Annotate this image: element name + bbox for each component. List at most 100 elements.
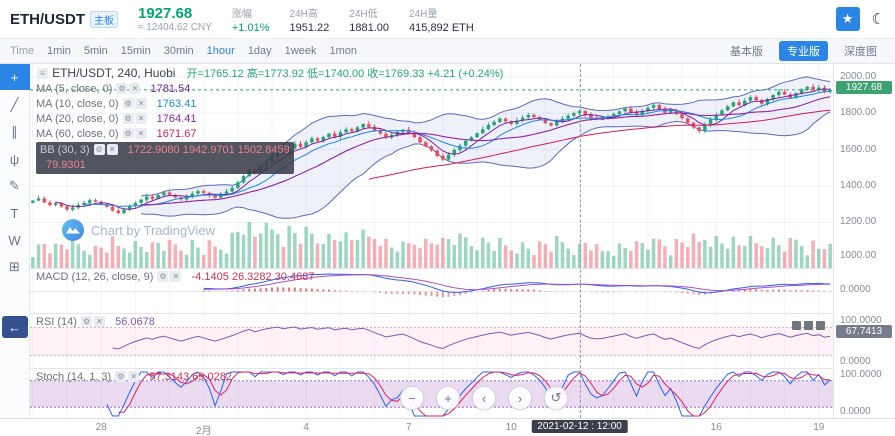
stat-24h-volume: 24H量 415,892 ETH [409,5,474,34]
tab-basic-version[interactable]: 基本版 [730,46,763,58]
indicator-label: Stoch (14, 1, 3) [36,371,112,383]
stat-24h-low: 24H低 1881.00 [349,5,389,34]
indicator-label: MACD (12, 26, close, 9) [36,271,154,283]
header-actions: ★ ☾ [835,7,885,31]
main-chart-pane: ≡ ETH/USDT, 240, Huobi 开=1765.12 高=1773.… [30,64,833,268]
ohlc-readout: 开=1765.12 高=1773.92 低=1740.00 收=1769.33 … [186,68,504,80]
time-axis-label: 7 [405,422,412,433]
stoch-pane: Stoch (14, 1, 3) ⚙ ✕ 57.3143 69.0282 [30,368,833,419]
indicator-close-icon[interactable]: ✕ [128,371,140,382]
price-axis-rsi: 100.0000 67.7413 0.0000 [834,313,895,368]
measure-tool-icon[interactable]: ⊞ [9,259,20,274]
indicator-value: -4.1405 26.3282 30.4687 [191,271,315,283]
interval-5min[interactable]: 5min [83,45,108,57]
pattern-tool-icon[interactable]: W [8,232,21,248]
tab-depth-chart[interactable]: 深度图 [844,46,877,58]
current-price-badge: 1927.68 [836,81,892,94]
interval-15min[interactable]: 15min [120,45,151,57]
macd-pane: MACD (12, 26, close, 9) ⚙ ✕ -4.1405 26.32… [30,268,833,314]
indicator-value: 57.3143 69.0282 [149,371,232,383]
channel-tool-icon[interactable]: ∥ [11,124,18,139]
zoom-out-button[interactable]: − [400,386,424,410]
stoch-chart-canvas[interactable] [30,369,833,419]
crosshair-tool-icon[interactable]: + [0,64,30,90]
interval-1mon[interactable]: 1mon [329,45,357,57]
indicator-settings-icon[interactable]: ⚙ [157,271,169,282]
indicator-settings-icon[interactable]: ⚙ [122,98,134,109]
tradingview-logo-icon [62,219,84,241]
price-axis-main: 2000.00 1800.00 1600.00 1400.00 1200.00 … [834,64,895,268]
indicator-settings-icon[interactable]: ⚙ [122,128,134,139]
macd-chart-canvas[interactable] [30,269,833,314]
legend-row-partial: 79.9301 [40,158,290,173]
price-tick: 1600.00 [840,144,877,155]
indicator-settings-icon[interactable]: ⚙ [116,83,128,94]
indicator-settings-icon[interactable]: ⚙ [115,371,127,382]
indicator-close-icon[interactable]: ✕ [129,83,141,94]
legend-menu-icon[interactable]: ≡ [37,68,48,79]
indicator-label: BB (30, 3) [40,144,90,156]
interval-1day[interactable]: 1day [247,45,272,57]
axis-tick: 100.0000 [840,315,882,326]
indicator-close-icon[interactable]: ✕ [106,144,118,155]
indicator-settings-icon[interactable]: ⚙ [93,144,105,155]
interval-30min[interactable]: 30min [163,45,194,57]
indicator-label: RSI (14) [36,316,77,328]
interval-1week[interactable]: 1week [284,45,317,57]
pan-left-button[interactable]: ‹ [472,386,496,410]
pane-button-icon[interactable] [792,321,801,330]
indicator-close-icon[interactable]: ✕ [135,128,147,139]
legend-row-ma20: MA (20, close, 0) ⚙ ✕ 1764.41 [36,112,503,127]
price-cny: ≈ 12404.62 CNY [138,21,212,33]
indicator-label: MA (20, close, 0) [36,113,119,125]
indicator-settings-icon[interactable]: ⚙ [81,316,93,327]
indicator-close-icon[interactable]: ✕ [135,113,147,124]
rsi-value-badge: 67.7413 [836,325,892,338]
favorite-star-button[interactable]: ★ [835,7,860,31]
pane-button-icon[interactable] [816,321,825,330]
indicator-label: MA (5, close, 0) [36,83,113,95]
indicator-value: 1763.41 [156,98,197,110]
stat-label: 24H高 [289,8,318,20]
zoom-in-button[interactable]: + [436,386,460,410]
time-label: Time [10,45,35,57]
tab-pro-version[interactable]: 专业版 [779,41,828,61]
drawing-tools-sidebar: + ╱ ∥ ψ ✎ T W ⊞ ← [0,64,30,418]
brush-tool-icon[interactable]: ✎ [9,178,20,193]
time-axis-label: 28 [95,422,107,433]
interval-1min[interactable]: 1min [47,45,71,57]
interval-1hour[interactable]: 1hour [206,45,235,57]
price-axis[interactable]: 2000.00 1800.00 1600.00 1400.00 1200.00 … [833,64,895,418]
stat-value: 415,892 ETH [409,21,474,34]
indicator-label: MA (10, close, 0) [36,98,119,110]
stat-label: 24H低 [349,8,378,20]
pitchfork-tool-icon[interactable]: ψ [9,151,20,167]
market-header: ETH/USDT 主板 1927.68 ≈ 12404.62 CNY 涨幅 +1… [0,0,895,38]
indicator-label: MA (60, close, 0) [36,128,119,140]
crosshair-time-badge: 2021-02-12 : 12:00 [531,420,628,433]
time-axis-label: 2月 [195,426,212,436]
indicator-settings-icon[interactable]: ⚙ [122,113,134,124]
dark-mode-moon-icon[interactable]: ☾ [871,11,885,28]
indicator-close-icon[interactable]: ✕ [135,98,147,109]
indicator-close-icon[interactable]: ✕ [170,271,182,282]
rsi-chart-canvas[interactable] [30,314,833,369]
pane-button-icon[interactable] [804,321,813,330]
time-axis-label: 10 [505,422,517,433]
view-tabs: 基本版 专业版 深度图 [722,41,885,61]
time-axis[interactable]: 2021-02-12 : 12:00 28 2月 4 7 10 16 19 [0,418,895,436]
price-tick: 1400.00 [840,180,877,191]
pane-buttons [789,317,825,335]
price-block: 1927.68 ≈ 12404.62 CNY [138,5,212,33]
stoch-legend: Stoch (14, 1, 3) ⚙ ✕ 57.3143 69.0282 [36,371,232,383]
reset-view-button[interactable]: ↺ [544,386,568,410]
indicator-close-icon[interactable]: ✕ [94,316,106,327]
indicator-value: 56.0678 [115,316,155,328]
collapse-sidebar-button[interactable]: ← [1,316,28,338]
trendline-tool-icon[interactable]: ╱ [10,97,19,112]
indicator-value: 1671.67 [156,128,197,140]
text-tool-icon[interactable]: T [10,205,19,221]
pan-right-button[interactable]: › [508,386,532,410]
legend-row-ma60: MA (60, close, 0) ⚙ ✕ 1671.67 [36,127,503,142]
